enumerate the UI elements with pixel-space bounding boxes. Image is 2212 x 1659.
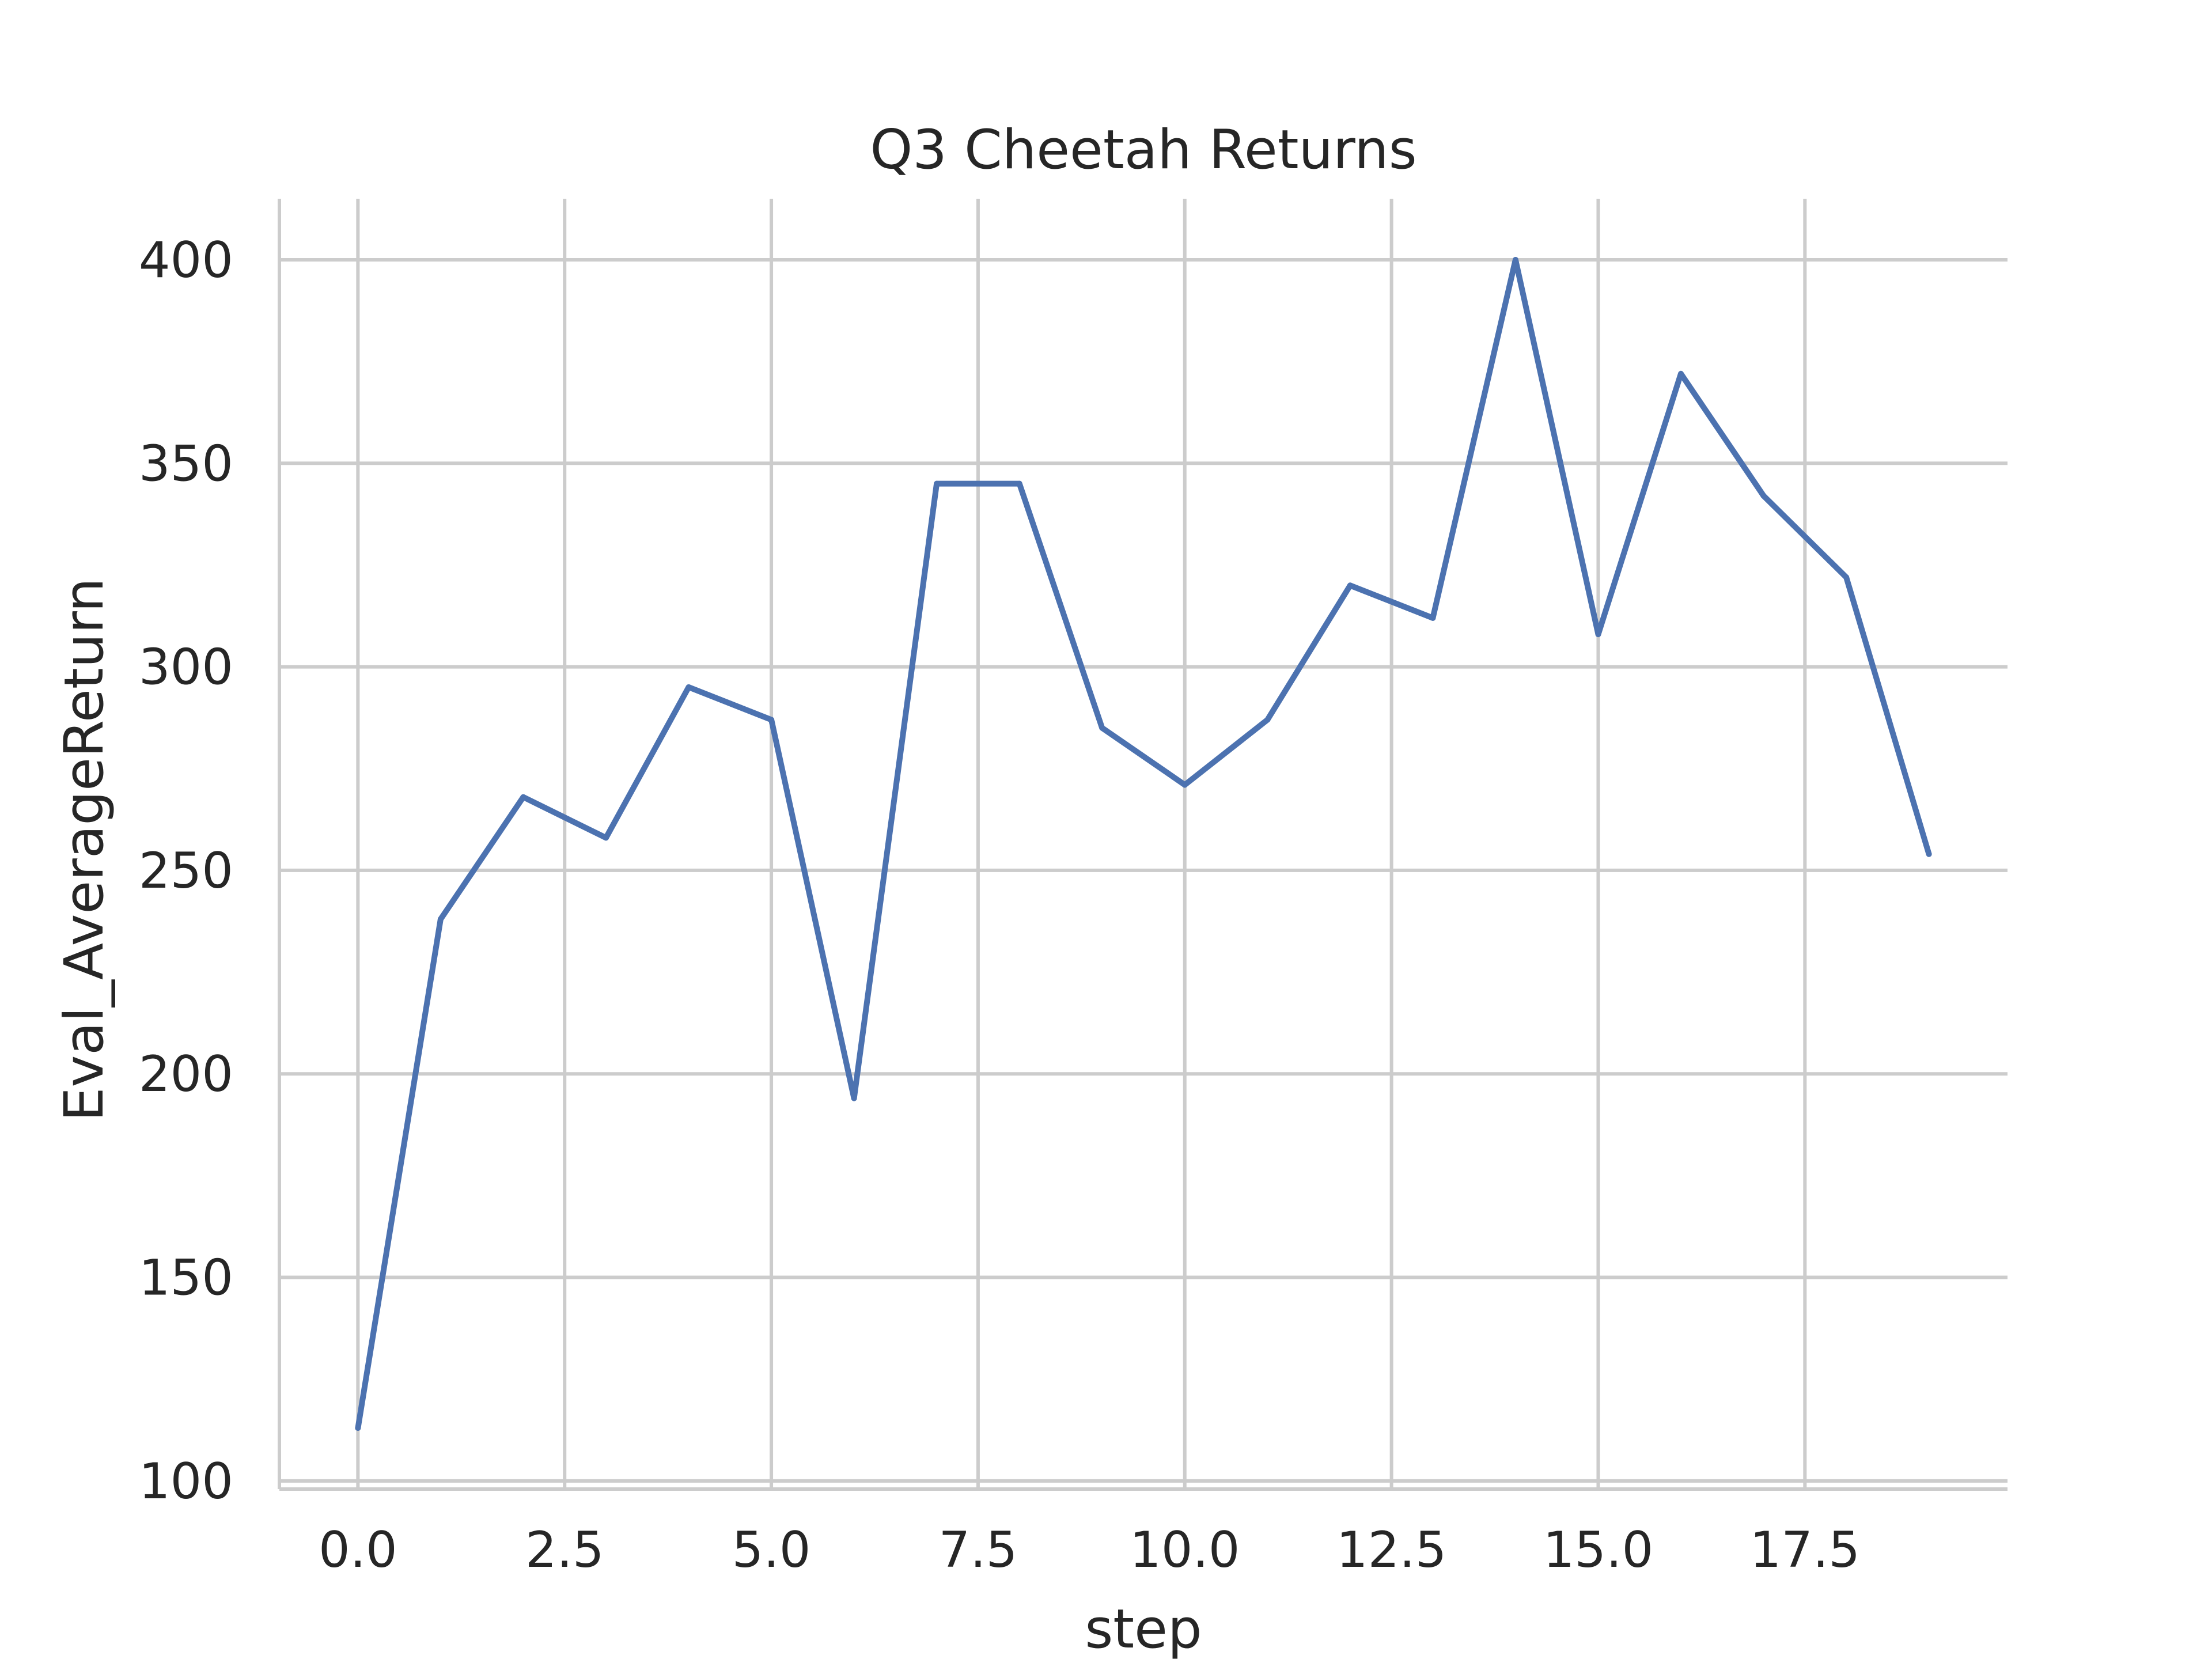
y-tick-label: 200 — [139, 1046, 233, 1103]
data-point — [685, 684, 692, 690]
data-point — [1512, 256, 1518, 263]
x-tick-label: 15.0 — [1543, 1521, 1653, 1579]
axes — [278, 199, 2008, 1491]
y-tick-label: 100 — [139, 1453, 233, 1510]
x-tick-label: 0.0 — [319, 1521, 397, 1579]
data-point — [1678, 370, 1684, 377]
x-axis-label: step — [1085, 1598, 1202, 1659]
data-point — [437, 916, 444, 922]
series-layer — [355, 256, 1932, 1431]
data-point — [1347, 582, 1353, 589]
data-point — [1760, 493, 1767, 499]
y-axis-label: Eval_AverageReturn — [53, 578, 116, 1122]
data-point — [1843, 574, 1850, 581]
data-point — [934, 480, 940, 487]
x-tick-label: 10.0 — [1130, 1521, 1240, 1579]
data-point — [768, 717, 775, 723]
x-tick-label: 5.0 — [732, 1521, 811, 1579]
x-tick-label: 17.5 — [1750, 1521, 1860, 1579]
chart-title: Q3 Cheetah Returns — [870, 119, 1416, 181]
y-tick-label: 350 — [139, 435, 233, 493]
x-tick-label: 7.5 — [939, 1521, 1018, 1579]
series-line — [355, 257, 1932, 1431]
data-point — [1430, 615, 1436, 621]
data-point — [355, 1425, 361, 1431]
x-tick-label: 2.5 — [525, 1521, 604, 1579]
x-tick-label: 12.5 — [1336, 1521, 1446, 1579]
data-point — [1181, 782, 1188, 788]
tick-labels: 0.0 2.5 5.0 7.5 10.0 12.5 15.0 17.5 100 150 200 250… — [139, 232, 1860, 1579]
data-point — [603, 835, 609, 841]
data-point — [520, 794, 527, 800]
data-point — [1099, 725, 1105, 731]
data-point — [1264, 717, 1271, 723]
data-point — [1016, 480, 1022, 487]
data-point — [851, 1095, 857, 1101]
data-point — [1926, 851, 1932, 857]
y-tick-label: 300 — [139, 639, 233, 696]
y-tick-label: 400 — [139, 232, 233, 289]
data-point — [1595, 631, 1601, 638]
y-tick-label: 250 — [139, 842, 233, 900]
grid — [279, 199, 2008, 1489]
y-tick-label: 150 — [139, 1249, 233, 1307]
